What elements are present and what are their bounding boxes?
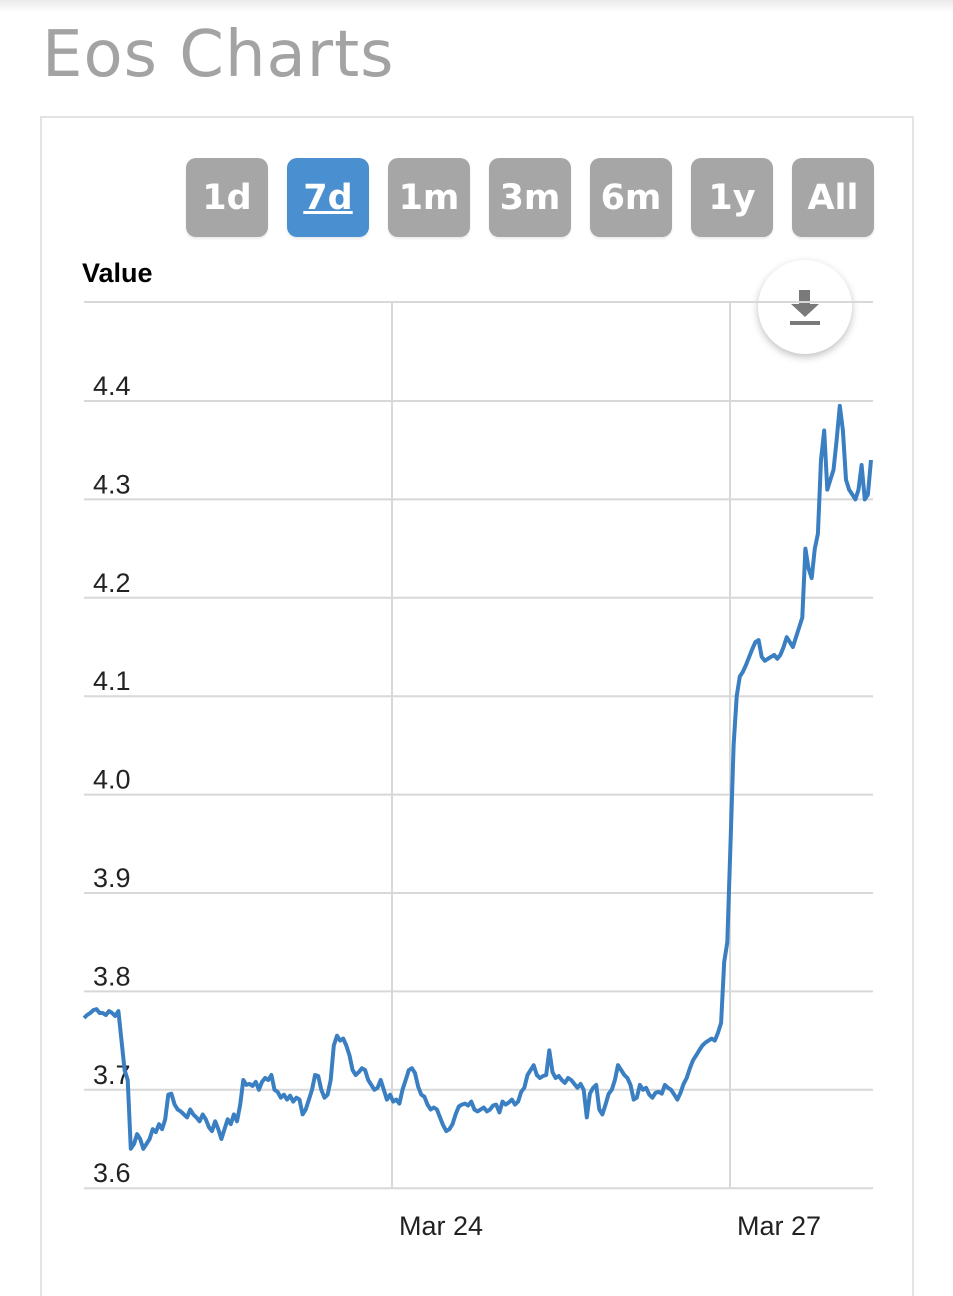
x-tick-label: Mar 27 [737, 1211, 821, 1241]
y-tick-label: 3.9 [93, 863, 131, 893]
range-button-1y[interactable]: 1y [691, 158, 773, 237]
y-tick-label: 3.8 [93, 961, 131, 991]
y-tick-label: 4.0 [93, 765, 131, 795]
y-tick-label: 4.2 [93, 568, 131, 598]
y-tick-label: 4.3 [93, 469, 131, 499]
range-button-3m[interactable]: 3m [489, 158, 571, 237]
range-button-all[interactable]: All [792, 158, 874, 237]
download-button[interactable] [758, 260, 852, 354]
download-icon [790, 290, 820, 325]
y-tick-label: 4.4 [93, 371, 131, 401]
series-line [82, 403, 873, 1151]
page-title: Eos Charts [42, 18, 395, 92]
range-button-1d[interactable]: 1d [186, 158, 268, 237]
range-button-7d[interactable]: 7d [287, 158, 369, 237]
top-bar-shadow [0, 0, 953, 12]
y-tick-label: 3.6 [93, 1158, 131, 1188]
y-tick-label: 4.1 [93, 666, 131, 696]
range-button-6m[interactable]: 6m [590, 158, 672, 237]
y-axis-title: Value [82, 258, 153, 288]
x-tick-label: Mar 24 [399, 1211, 483, 1241]
range-button-1m[interactable]: 1m [388, 158, 470, 237]
